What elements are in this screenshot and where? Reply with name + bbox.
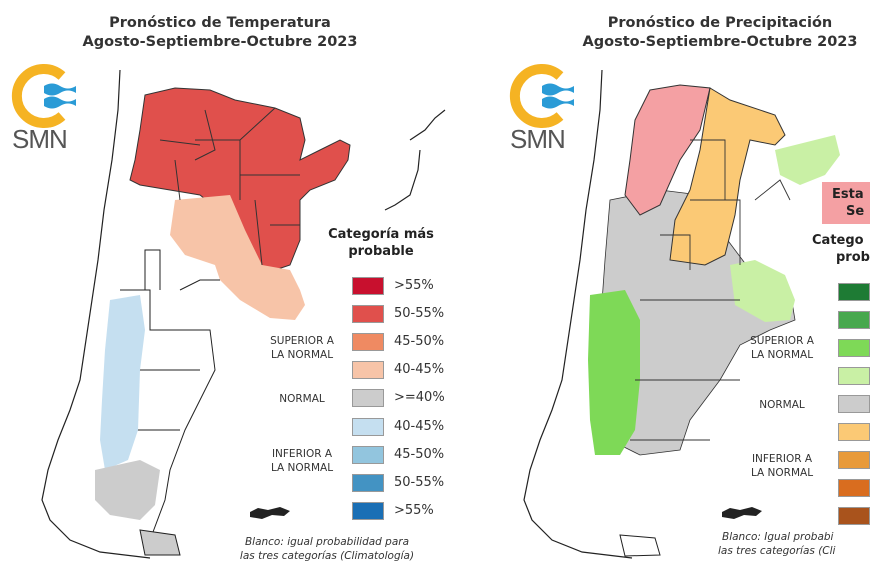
prec-region-normal-tdf bbox=[619, 534, 661, 557]
legend-swatch bbox=[838, 283, 870, 301]
brazil-coastline bbox=[384, 109, 446, 211]
chile-coastline bbox=[523, 69, 633, 559]
legend-label: 45-50% bbox=[394, 334, 445, 349]
smn-logo-icon bbox=[11, 64, 76, 128]
legend-swatch bbox=[352, 474, 384, 492]
smn-logo-text: SMN bbox=[510, 124, 566, 154]
category-normal-label: NORMAL bbox=[262, 392, 342, 406]
category-superior-label: SUPERIOR A LA NORMAL bbox=[742, 334, 822, 362]
temperature-title: Pronóstico de Temperatura Agosto-Septiem… bbox=[40, 14, 400, 52]
patagonia-outline bbox=[115, 249, 220, 541]
temp-region-normal-tdf bbox=[139, 529, 181, 556]
precipitation-title-line1: Pronóstico de Precipitación bbox=[607, 15, 833, 31]
category-label-line2: LA NORMAL bbox=[750, 467, 814, 479]
legend-label: 50-55% bbox=[394, 306, 445, 321]
smn-logo-icon bbox=[509, 64, 574, 128]
legend-label: >=40% bbox=[394, 390, 445, 405]
legend-swatch bbox=[838, 479, 870, 497]
temperature-title-line1: Pronóstico de Temperatura bbox=[109, 15, 331, 31]
category-label-line1: NORMAL bbox=[759, 399, 805, 411]
temperature-title-line2: Agosto-Septiembre-Octubre 2023 bbox=[82, 34, 358, 50]
category-label-line2: LA NORMAL bbox=[270, 349, 334, 361]
precipitation-legend-title-line2: prob bbox=[836, 250, 870, 265]
prec-region-inferior-light bbox=[669, 87, 786, 266]
category-label-line1: SUPERIOR A bbox=[750, 335, 814, 347]
category-label-line2: LA NORMAL bbox=[750, 349, 814, 361]
category-label-line1: NORMAL bbox=[279, 393, 325, 405]
stamp-line1: Esta bbox=[832, 187, 864, 202]
legend-swatch bbox=[838, 507, 870, 525]
province-borders bbox=[630, 139, 791, 441]
legend-swatch bbox=[352, 361, 384, 379]
precipitation-footnote: Blanco: Igual probabi las tres categoría… bbox=[718, 530, 835, 558]
legend-swatch bbox=[352, 502, 384, 520]
legend-swatch bbox=[838, 367, 870, 385]
precipitation-forecast-panel: Pronóstico de Precipitación Agosto-Septi… bbox=[490, 0, 870, 580]
prec-region-superior-light-ba bbox=[730, 260, 795, 322]
legend-swatch bbox=[838, 339, 870, 357]
season-stamp: Esta Se bbox=[822, 182, 870, 224]
legend-swatch bbox=[352, 389, 384, 407]
category-label-line1: SUPERIOR A bbox=[270, 335, 334, 347]
category-superior-label: SUPERIOR A LA NORMAL bbox=[262, 334, 342, 362]
footnote-line2: las tres categorías (Cli bbox=[718, 545, 836, 557]
legend-label: 40-45% bbox=[394, 419, 445, 434]
temperature-forecast-panel: Pronóstico de Temperatura Agosto-Septiem… bbox=[11, 14, 446, 563]
category-normal-label: NORMAL bbox=[742, 398, 822, 412]
malvinas-islands bbox=[250, 507, 290, 519]
temp-region-inferior-40-45 bbox=[100, 295, 145, 470]
category-label-line2: LA NORMAL bbox=[270, 462, 334, 474]
prec-region-superior-light-ne bbox=[775, 135, 840, 185]
category-label-line1: INFERIOR A bbox=[751, 453, 813, 465]
precipitation-map bbox=[523, 69, 840, 559]
temperature-map bbox=[41, 69, 446, 559]
province-borders-north bbox=[159, 107, 300, 266]
precipitation-legend-title: Catego prob bbox=[812, 232, 870, 266]
legend-swatch bbox=[352, 333, 384, 351]
category-inferior-label: INFERIOR A LA NORMAL bbox=[262, 447, 342, 475]
legend-swatch bbox=[838, 395, 870, 413]
legend-swatch bbox=[352, 446, 384, 464]
legend-swatch bbox=[352, 277, 384, 295]
temp-region-superior-40-45 bbox=[170, 195, 305, 320]
footnote-line2: las tres categorías (Climatología) bbox=[239, 550, 415, 562]
temperature-footnote: Blanco: igual probabilidad para las tres… bbox=[222, 535, 432, 563]
legend-label: 40-45% bbox=[394, 362, 445, 377]
legend-label: >55% bbox=[394, 503, 434, 518]
legend-label: >55% bbox=[394, 278, 434, 293]
legend-swatch bbox=[838, 311, 870, 329]
category-label-line1: INFERIOR A bbox=[271, 448, 333, 460]
legend-swatch bbox=[838, 451, 870, 469]
temperature-legend-title: Categoría más probable bbox=[316, 226, 446, 260]
precipitation-title: Pronóstico de Precipitación Agosto-Septi… bbox=[540, 14, 870, 52]
stamp-line2: Se bbox=[846, 204, 865, 219]
footnote-line1: Blanco: Igual probabi bbox=[722, 531, 834, 543]
legend-swatch bbox=[352, 305, 384, 323]
precipitation-legend-title-line1: Catego bbox=[812, 233, 864, 248]
smn-logo-text: SMN bbox=[12, 124, 68, 154]
temperature-legend-title-line1: Categoría más bbox=[328, 227, 434, 242]
legend-label: 45-50% bbox=[394, 447, 445, 462]
prec-region-superior-patagonia bbox=[588, 290, 640, 455]
chile-coastline bbox=[41, 69, 151, 559]
precipitation-title-line2: Agosto-Septiembre-Octubre 2023 bbox=[582, 34, 858, 50]
legend-swatch bbox=[838, 423, 870, 441]
temperature-legend-title-line2: probable bbox=[348, 244, 414, 259]
legend-swatch bbox=[352, 418, 384, 436]
footnote-line1: Blanco: igual probabilidad para bbox=[244, 536, 410, 548]
prec-region-dry-season bbox=[624, 84, 711, 216]
temp-region-normal bbox=[95, 460, 160, 520]
category-inferior-label: INFERIOR A LA NORMAL bbox=[742, 452, 822, 480]
legend-label: 50-55% bbox=[394, 475, 445, 490]
malvinas-islands bbox=[722, 507, 762, 519]
